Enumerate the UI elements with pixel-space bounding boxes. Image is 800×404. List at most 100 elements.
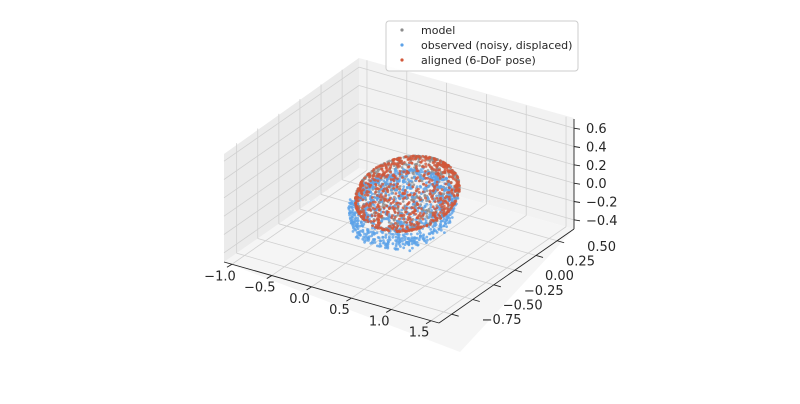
data-point — [414, 189, 418, 193]
data-point — [370, 226, 374, 230]
data-point — [456, 176, 460, 180]
grid-line-x-floor — [351, 203, 487, 299]
data-point — [365, 186, 368, 190]
data-point — [396, 177, 399, 181]
data-point — [365, 238, 368, 242]
data-point — [368, 188, 371, 191]
data-point — [431, 236, 435, 240]
data-point — [413, 192, 417, 196]
data-point — [389, 182, 393, 186]
data-point — [423, 170, 427, 173]
data-point — [389, 180, 393, 184]
legend-marker-observed — [400, 43, 404, 47]
data-point — [370, 186, 374, 190]
data-point — [349, 202, 353, 206]
data-point — [429, 192, 432, 195]
data-point — [395, 226, 399, 230]
y-tick-label: −0.25 — [524, 284, 564, 299]
data-point — [377, 222, 380, 225]
data-point — [442, 204, 446, 208]
x-tick — [385, 309, 392, 313]
data-point — [421, 190, 425, 194]
data-point — [376, 170, 379, 173]
data-point — [396, 205, 400, 208]
data-point — [374, 183, 378, 187]
grid-line-z-side — [223, 66, 360, 162]
data-point — [394, 244, 398, 248]
data-point — [448, 197, 451, 201]
data-point — [424, 221, 427, 225]
data-point — [375, 194, 379, 197]
z-tick-label: 0.2 — [586, 159, 607, 174]
data-point — [360, 224, 364, 227]
data-point — [415, 167, 418, 170]
data-point — [416, 169, 420, 173]
data-point — [454, 200, 458, 203]
data-point — [456, 193, 459, 197]
data-point — [417, 227, 420, 230]
data-point — [399, 202, 402, 206]
data-point — [397, 179, 401, 183]
data-point — [376, 236, 380, 239]
data-point — [419, 160, 423, 164]
data-point — [423, 159, 427, 162]
data-point — [440, 219, 443, 223]
data-point — [398, 164, 401, 168]
data-point — [377, 218, 380, 222]
data-point — [382, 206, 386, 210]
data-point — [389, 178, 393, 181]
data-point — [354, 211, 358, 215]
data-point — [382, 189, 385, 193]
z-tick — [573, 164, 581, 167]
data-point — [356, 189, 360, 193]
data-point — [362, 235, 365, 239]
z-tick — [573, 201, 581, 203]
data-point — [362, 216, 365, 220]
data-point — [418, 184, 422, 188]
data-point — [418, 157, 422, 160]
data-point — [391, 178, 395, 181]
data-point — [385, 204, 389, 208]
data-point — [442, 214, 446, 218]
data-point — [390, 232, 393, 236]
grid-line-z-back — [358, 140, 575, 202]
data-point — [356, 227, 360, 231]
data-point — [367, 231, 370, 235]
data-point — [403, 191, 407, 195]
y-tick — [514, 269, 523, 273]
data-point — [431, 197, 434, 201]
data-point — [359, 186, 363, 190]
data-point — [384, 170, 388, 174]
data-point — [382, 179, 386, 183]
x-tick-label: 0.5 — [329, 303, 350, 318]
data-point — [421, 177, 425, 181]
legend-marker-model — [400, 28, 404, 32]
data-point — [387, 185, 391, 189]
data-point — [403, 180, 407, 184]
data-point — [398, 243, 401, 246]
data-point — [417, 191, 421, 194]
x-tick-label: −1.0 — [204, 269, 236, 284]
legend: model observed (noisy, displaced) aligne… — [385, 20, 579, 72]
grid-line-y-floor — [236, 252, 452, 315]
data-point — [454, 178, 457, 182]
data-point — [402, 213, 406, 217]
data-point — [386, 246, 390, 250]
z-tick-label: 0.6 — [586, 122, 607, 137]
data-point — [428, 200, 432, 204]
grid-line-z-back — [358, 66, 575, 129]
data-point — [439, 228, 443, 232]
y-tick-label: 0.50 — [587, 240, 616, 255]
data-point — [405, 225, 409, 229]
data-point — [395, 185, 399, 189]
data-point — [378, 173, 382, 176]
data-point — [385, 213, 389, 216]
data-point — [361, 184, 365, 188]
data-point — [389, 224, 392, 228]
data-point — [390, 188, 394, 192]
data-point — [431, 183, 435, 186]
data-point — [373, 241, 377, 244]
data-point — [364, 193, 367, 197]
data-point — [447, 175, 451, 179]
